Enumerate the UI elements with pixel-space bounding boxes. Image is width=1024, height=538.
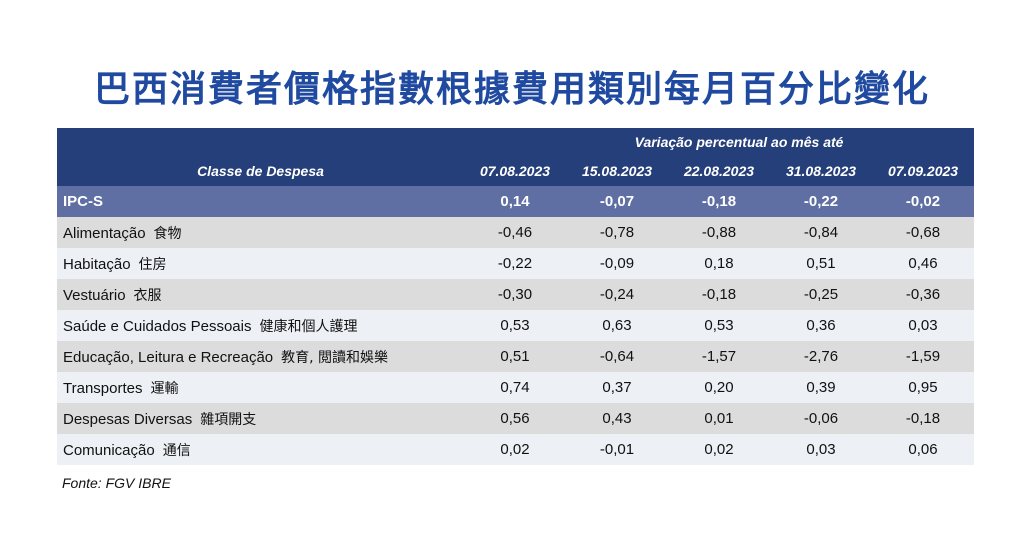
value-cell: 0,14 — [464, 186, 566, 217]
header-row-span: Variação percentual ao mês até — [57, 128, 975, 156]
value-cell: 0,51 — [770, 248, 872, 279]
value-cell: -0,68 — [872, 217, 975, 248]
value-cell: 0,56 — [464, 403, 566, 434]
value-cell: -0,18 — [668, 186, 770, 217]
value-cell: -1,59 — [872, 341, 975, 372]
value-cell: -0,30 — [464, 279, 566, 310]
header-row-columns: Classe de Despesa 07.08.2023 15.08.2023 … — [57, 156, 975, 186]
value-cell: -2,76 — [770, 341, 872, 372]
value-cell: -0,18 — [872, 403, 975, 434]
value-cell: -0,88 — [668, 217, 770, 248]
table-row: Comunicação 通信 0,02 -0,01 0,02 0,03 0,06 — [57, 434, 975, 465]
header-empty-cell — [57, 128, 464, 156]
value-cell: -0,01 — [566, 434, 668, 465]
row-label-cell: IPC-S — [57, 186, 464, 217]
row-label: Habitação — [63, 255, 131, 273]
value-cell: 0,53 — [464, 310, 566, 341]
row-label-cell: Transportes 運輸 — [57, 372, 464, 403]
value-cell: 0,01 — [668, 403, 770, 434]
row-label-cell: Despesas Diversas 雜項開支 — [57, 403, 464, 434]
value-cell: -0,78 — [566, 217, 668, 248]
date-header: 07.09.2023 — [872, 156, 975, 186]
column-header-class: Classe de Despesa — [57, 156, 464, 186]
row-label-chinese: 健康和個人護理 — [259, 318, 358, 335]
date-header: 31.08.2023 — [770, 156, 872, 186]
value-cell: 0,39 — [770, 372, 872, 403]
row-label: Despesas Diversas — [63, 410, 193, 428]
value-cell: -0,02 — [872, 186, 975, 217]
value-cell: -1,57 — [668, 341, 770, 372]
value-cell: -0,06 — [770, 403, 872, 434]
row-label: Transportes — [63, 379, 143, 397]
source-note: Fonte: FGV IBRE — [62, 475, 171, 491]
value-cell: -0,84 — [770, 217, 872, 248]
value-cell: 0,63 — [566, 310, 668, 341]
row-label-cell: Alimentação 食物 — [57, 217, 464, 248]
row-label-chinese: 衣服 — [133, 287, 162, 304]
value-cell: 0,03 — [872, 310, 975, 341]
chart-title: 巴西消費者價格指數根據費用類別每月百分比變化 — [93, 69, 930, 110]
table-row: Educação, Leitura e Recreação 教育, 閲讀和娛樂 0,… — [57, 341, 975, 372]
cpi-table: Variação percentual ao mês até Classe de… — [57, 128, 975, 465]
value-cell: -0,22 — [464, 248, 566, 279]
table-row: Transportes 運輸 0,74 0,37 0,20 0,39 0,95 — [57, 372, 975, 403]
row-label-cell: Saúde e Cuidados Pessoais 健康和個人護理 — [57, 310, 464, 341]
table-row: Despesas Diversas 雜項開支 0,56 0,43 0,01 -0,06 -0… — [57, 403, 975, 434]
table-row: Alimentação 食物 -0,46 -0,78 -0,88 -0,84 -0,68 — [57, 217, 975, 248]
row-label: Saúde e Cuidados Pessoais — [63, 317, 252, 335]
value-cell: 0,51 — [464, 341, 566, 372]
value-cell: -0,64 — [566, 341, 668, 372]
row-label-chinese: 通信 — [162, 442, 191, 459]
row-label: Vestuário — [63, 286, 126, 304]
row-label: Educação, Leitura e Recreação — [63, 348, 274, 366]
row-label: IPC-S — [63, 193, 104, 210]
value-cell: 0,18 — [668, 248, 770, 279]
value-cell: -0,18 — [668, 279, 770, 310]
row-label: Alimentação — [63, 224, 146, 242]
value-cell: 0,03 — [770, 434, 872, 465]
row-label-cell: Comunicação 通信 — [57, 434, 464, 465]
value-cell: 0,37 — [566, 372, 668, 403]
value-cell: -0,24 — [566, 279, 668, 310]
row-label-chinese: 教育, 閲讀和娛樂 — [281, 349, 389, 366]
value-cell: -0,09 — [566, 248, 668, 279]
date-header: 15.08.2023 — [566, 156, 668, 186]
value-cell: 0,46 — [872, 248, 975, 279]
date-header: 07.08.2023 — [464, 156, 566, 186]
table-body: IPC-S 0,14 -0,07 -0,18 -0,22 -0,02 Alimentação… — [57, 186, 975, 465]
table-row: Habitação 住房 -0,22 -0,09 0,18 0,51 0,46 — [57, 248, 975, 279]
table-row-ipc-s: IPC-S 0,14 -0,07 -0,18 -0,22 -0,02 — [57, 186, 975, 217]
row-label-chinese: 住房 — [138, 256, 167, 273]
span-header: Variação percentual ao mês até — [464, 128, 975, 156]
table-row: Saúde e Cuidados Pessoais 健康和個人護理 0,53 0,63… — [57, 310, 975, 341]
date-header: 22.08.2023 — [668, 156, 770, 186]
value-cell: 0,74 — [464, 372, 566, 403]
row-label-chinese: 雜項開支 — [200, 411, 257, 428]
value-cell: 0,20 — [668, 372, 770, 403]
value-cell: 0,36 — [770, 310, 872, 341]
value-cell: 0,06 — [872, 434, 975, 465]
value-cell: 0,43 — [566, 403, 668, 434]
row-label-chinese: 食物 — [153, 225, 182, 242]
row-label: Comunicação — [63, 441, 155, 459]
table-row: Vestuário 衣服 -0,30 -0,24 -0,18 -0,25 -0,36 — [57, 279, 975, 310]
value-cell: -0,07 — [566, 186, 668, 217]
row-label-cell: Educação, Leitura e Recreação 教育, 閲讀和娛樂 — [57, 341, 464, 372]
value-cell: 0,02 — [668, 434, 770, 465]
row-label-cell: Vestuário 衣服 — [57, 279, 464, 310]
row-label-cell: Habitação 住房 — [57, 248, 464, 279]
value-cell: 0,53 — [668, 310, 770, 341]
row-label-chinese: 運輸 — [150, 380, 179, 397]
value-cell: -0,46 — [464, 217, 566, 248]
value-cell: -0,22 — [770, 186, 872, 217]
value-cell: -0,25 — [770, 279, 872, 310]
value-cell: 0,02 — [464, 434, 566, 465]
value-cell: -0,36 — [872, 279, 975, 310]
value-cell: 0,95 — [872, 372, 975, 403]
